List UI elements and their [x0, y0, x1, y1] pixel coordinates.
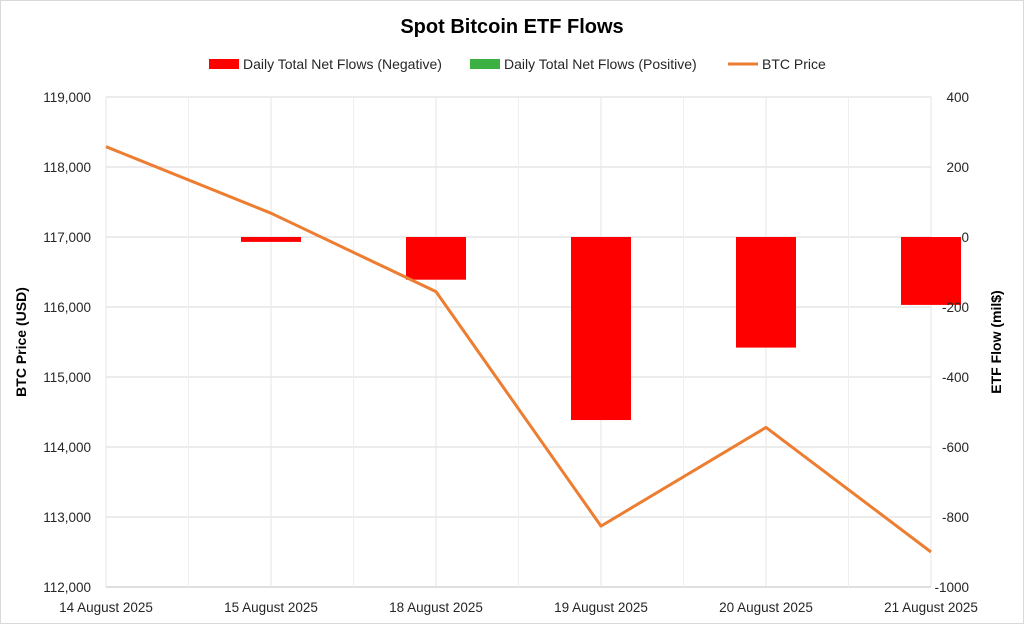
right-tick-label: 400 — [946, 90, 969, 105]
legend-label-negative: Daily Total Net Flows (Negative) — [243, 56, 442, 72]
x-tick-label: 18 August 2025 — [389, 600, 483, 615]
left-tick-label: 116,000 — [43, 300, 91, 315]
gridlines — [105, 96, 932, 588]
right-axis-title: ETF Flow (mil$) — [988, 290, 1004, 393]
legend-label-price: BTC Price — [762, 56, 826, 72]
right-tick-label: 0 — [961, 230, 969, 245]
x-tick-label: 21 August 2025 — [884, 600, 978, 615]
x-tick-label: 14 August 2025 — [59, 600, 153, 615]
legend-label-positive: Daily Total Net Flows (Positive) — [504, 56, 697, 72]
right-tick-label: -800 — [942, 510, 969, 525]
right-tick-label: -600 — [942, 440, 969, 455]
legend-swatch-positive — [470, 59, 500, 69]
chart-title: Spot Bitcoin ETF Flows — [400, 16, 623, 38]
right-tick-label: -200 — [942, 300, 969, 315]
line-series — [105, 145, 932, 554]
left-tick-label: 115,000 — [43, 370, 91, 385]
left-axis-ticks: 119,000 118,000 117,000 116,000 115,000 114,0… — [43, 90, 91, 595]
legend: Daily Total Net Flows (Negative) Daily T… — [209, 56, 826, 72]
negative-flow-bar — [736, 237, 796, 348]
legend-swatch-negative — [209, 59, 239, 69]
right-tick-label: -400 — [942, 370, 969, 385]
x-axis-ticks: 14 August 2025 15 August 2025 18 August 20… — [59, 600, 978, 615]
right-tick-label: -1000 — [934, 580, 969, 595]
right-axis-ticks: 400 200 0 -200 -400 -600 -800 -1000 — [934, 90, 969, 595]
negative-flow-bar — [241, 237, 301, 242]
left-tick-label: 118,000 — [43, 160, 91, 175]
negative-flow-bar — [406, 237, 466, 280]
left-tick-label: 117,000 — [43, 230, 91, 245]
left-axis-title: BTC Price (USD) — [13, 287, 29, 397]
left-tick-label: 113,000 — [43, 510, 91, 525]
x-tick-label: 15 August 2025 — [224, 600, 318, 615]
x-tick-label: 20 August 2025 — [719, 600, 813, 615]
x-tick-label: 19 August 2025 — [554, 600, 648, 615]
negative-flow-bar — [571, 237, 631, 421]
btc-price-line — [105, 145, 932, 554]
right-tick-label: 200 — [946, 160, 969, 175]
left-tick-label: 114,000 — [43, 440, 91, 455]
negative-flow-bar — [901, 237, 961, 305]
left-tick-label: 119,000 — [43, 90, 91, 105]
left-tick-label: 112,000 — [43, 580, 91, 595]
bar-series — [241, 237, 961, 421]
